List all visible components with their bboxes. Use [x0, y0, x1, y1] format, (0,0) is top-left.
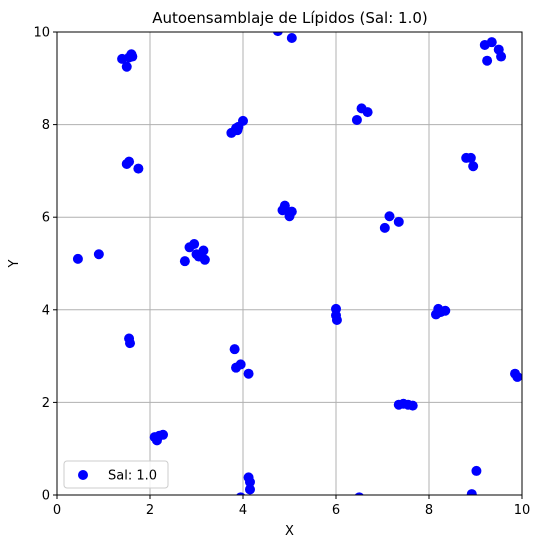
- y-tick-label: 4: [42, 303, 50, 318]
- data-point: [121, 61, 132, 72]
- data-point: [351, 114, 362, 125]
- data-point: [286, 33, 297, 44]
- data-point: [127, 51, 138, 62]
- data-point: [244, 484, 255, 495]
- data-point: [229, 344, 240, 355]
- data-point: [468, 161, 479, 172]
- data-point: [238, 115, 248, 126]
- x-tick-label: 8: [425, 503, 433, 518]
- y-tick-label: 8: [42, 118, 50, 133]
- data-point: [512, 371, 522, 382]
- data-point: [124, 156, 135, 167]
- data-point: [191, 249, 202, 260]
- scatter-points: [72, 32, 522, 495]
- data-point: [235, 359, 246, 370]
- data-point: [379, 222, 390, 233]
- data-point: [393, 216, 404, 227]
- data-point: [331, 314, 342, 325]
- y-tick-label: 6: [42, 211, 50, 226]
- x-tick-label: 6: [332, 503, 340, 518]
- data-point: [471, 465, 482, 476]
- data-point: [179, 256, 190, 267]
- x-tick-label: 10: [514, 503, 531, 518]
- chart-title: Autoensamblaje de Lípidos (Sal: 1.0): [152, 9, 428, 27]
- axis-ticks: 0 2 4 6 8 10 0 2 4 6 8 10: [33, 26, 530, 519]
- data-point: [243, 368, 254, 379]
- x-tick-label: 2: [146, 503, 154, 518]
- legend-label: Sal: 1.0: [108, 469, 157, 484]
- data-point: [199, 254, 210, 265]
- data-point: [407, 400, 418, 411]
- grid: [56, 31, 523, 496]
- data-point: [189, 239, 200, 250]
- data-point: [284, 211, 295, 222]
- y-axis-label: Y: [7, 259, 22, 268]
- legend-box: [63, 460, 169, 489]
- legend: Sal: 1.0: [63, 460, 169, 489]
- data-point: [279, 200, 290, 211]
- data-point: [151, 435, 162, 446]
- data-point: [125, 338, 136, 349]
- plot-frame: [56, 31, 523, 496]
- data-point: [466, 489, 477, 495]
- data-point: [236, 492, 246, 495]
- data-point: [362, 107, 373, 118]
- x-axis-label: X: [285, 524, 294, 539]
- x-tick-label: 4: [239, 503, 247, 518]
- data-point: [232, 125, 243, 136]
- y-tick-label: 10: [33, 26, 50, 41]
- data-point: [72, 253, 83, 264]
- data-point: [496, 51, 507, 62]
- data-point: [384, 211, 395, 222]
- data-point: [272, 32, 283, 37]
- legend-marker: [78, 470, 88, 480]
- data-point: [133, 163, 144, 174]
- data-point: [482, 55, 493, 66]
- data-point: [465, 152, 476, 163]
- data-point: [93, 249, 104, 260]
- y-tick-label: 2: [42, 396, 50, 411]
- data-point: [244, 477, 255, 488]
- data-point: [435, 307, 446, 318]
- y-tick-label: 0: [42, 489, 50, 504]
- data-point: [354, 492, 364, 495]
- data-point: [486, 37, 497, 48]
- x-tick-label: 0: [53, 503, 61, 518]
